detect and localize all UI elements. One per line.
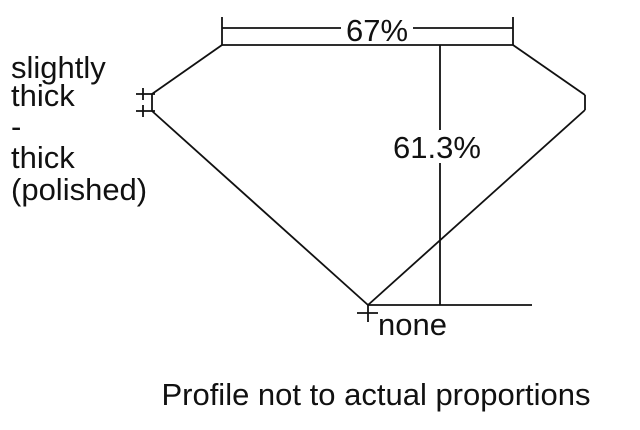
girdle-thickness-label-line-1: slightly bbox=[11, 50, 106, 85]
crown-facet-right-line bbox=[512, 44, 586, 96]
culet-label: none bbox=[378, 307, 447, 342]
culet-cross-marker bbox=[357, 304, 378, 322]
diamond-outline bbox=[151, 44, 586, 306]
girdle-thickness-label-line-3: - bbox=[11, 109, 21, 144]
girdle-tick-top bbox=[136, 88, 155, 100]
girdle-thickness-label-line-4: thick bbox=[11, 140, 75, 175]
pavilion-facet-right-line bbox=[367, 109, 586, 306]
table-percentage-label: 67% bbox=[346, 13, 408, 48]
crown-facet-left-line bbox=[151, 44, 223, 95]
caption-text: Profile not to actual proportions bbox=[161, 377, 590, 412]
depth-percentage-label: 61.3% bbox=[393, 130, 481, 165]
girdle-thickness-label-line-5: (polished) bbox=[11, 172, 147, 207]
girdle-thickness-label: slightly thick - thick (polished) bbox=[11, 50, 147, 207]
pavilion-facet-left-line bbox=[151, 110, 369, 306]
girdle-thickness-label-line-2: thick bbox=[11, 78, 75, 113]
table-measure-bracket bbox=[221, 17, 514, 45]
girdle-tick-bottom bbox=[136, 105, 155, 117]
